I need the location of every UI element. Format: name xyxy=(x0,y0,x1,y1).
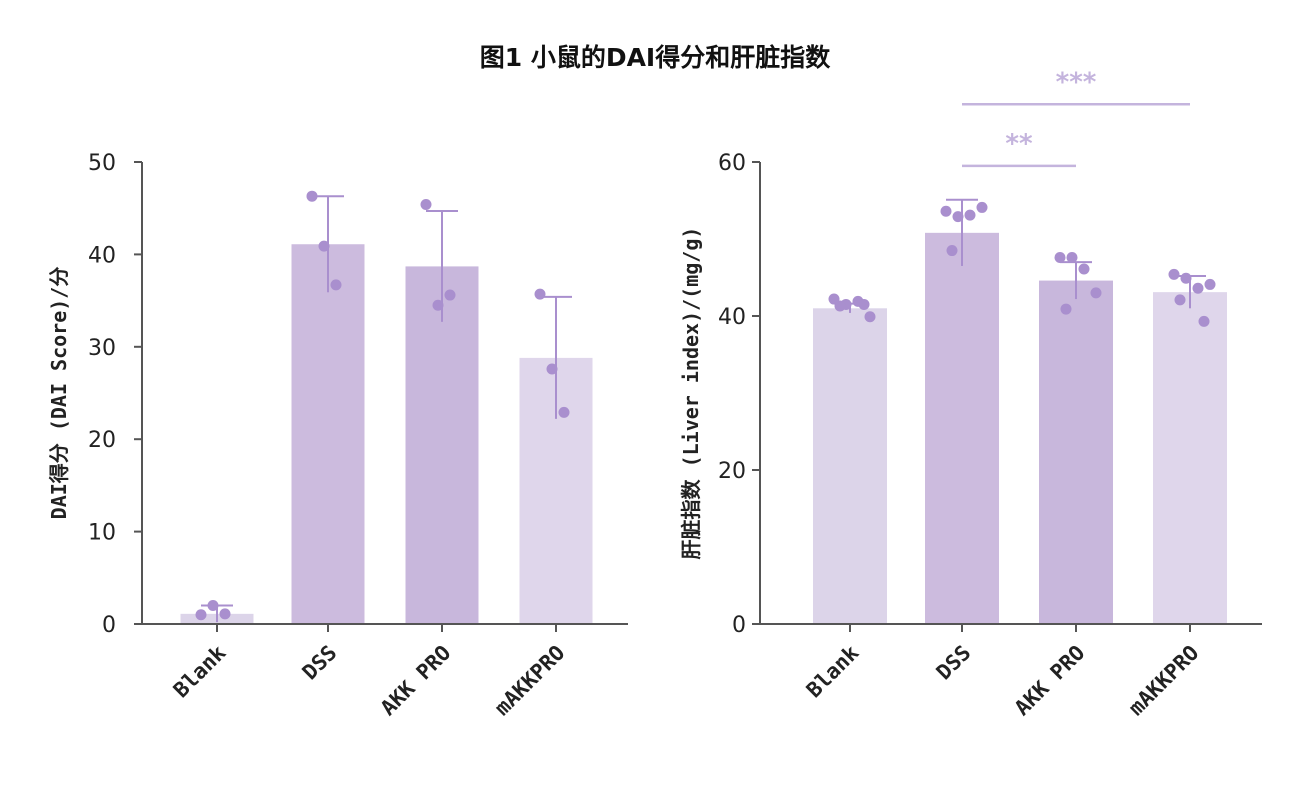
data-point xyxy=(207,600,219,612)
y-tick-label: 60 xyxy=(718,151,746,176)
y-tick-label: 0 xyxy=(102,613,116,638)
data-point xyxy=(546,363,558,375)
bar-akk-pro xyxy=(405,266,479,624)
significance-label: ** xyxy=(1005,129,1033,159)
data-point xyxy=(864,311,876,323)
bar-dss xyxy=(291,244,365,624)
data-point xyxy=(444,289,456,301)
x-tick-label: AKK PRO xyxy=(376,641,456,721)
data-point xyxy=(976,201,988,213)
data-point xyxy=(318,240,330,252)
y-tick-label: 20 xyxy=(718,459,746,484)
y-tick-label: 50 xyxy=(88,151,116,176)
x-tick-label: Blank xyxy=(802,640,864,702)
data-point xyxy=(330,279,342,291)
data-point xyxy=(946,245,958,257)
data-point xyxy=(964,209,976,221)
y-tick-label: 40 xyxy=(718,305,746,330)
bar-blank xyxy=(813,308,887,624)
data-point xyxy=(1054,251,1066,263)
data-point xyxy=(558,406,570,418)
data-point xyxy=(952,211,964,223)
data-point xyxy=(306,190,318,202)
data-point xyxy=(1204,278,1216,290)
figure-title: 图1 小鼠的DAI得分和肝脏指数 xyxy=(480,43,832,72)
data-point xyxy=(940,205,952,217)
bar-makkpro xyxy=(1153,292,1227,624)
x-tick-label: Blank xyxy=(169,640,231,702)
y-tick-label: 0 xyxy=(732,613,746,638)
data-point xyxy=(1060,303,1072,315)
data-point xyxy=(219,608,231,620)
x-tick-label: AKK PRO xyxy=(1010,641,1090,721)
y-tick-label: 30 xyxy=(88,336,116,361)
bar-dss xyxy=(925,232,999,624)
data-point xyxy=(1168,268,1180,280)
bar-akk-pro xyxy=(1039,280,1113,624)
data-point xyxy=(432,299,444,311)
data-point xyxy=(858,298,870,310)
dai-score-chart: DAI得分 (DAI Score)/分 0 10 20 30 40 50 Blank DSS A… xyxy=(47,151,628,720)
significance-label: *** xyxy=(1056,67,1097,97)
data-point xyxy=(1192,282,1204,294)
x-tick-label: mAKKPRO xyxy=(490,641,570,721)
y-axis-title: DAI得分 (DAI Score)/分 xyxy=(47,267,71,520)
y-tick-label: 20 xyxy=(88,428,116,453)
y-tick-label: 40 xyxy=(88,243,116,268)
y-axis-title: 肝脏指数 (Liver index)/(mg/g) xyxy=(679,227,703,560)
data-point xyxy=(1078,263,1090,275)
data-point xyxy=(1198,315,1210,327)
x-tick-label: DSS xyxy=(298,641,342,685)
data-point xyxy=(1090,287,1102,299)
y-tick-label: 10 xyxy=(88,521,116,546)
data-point xyxy=(1180,272,1192,284)
data-point xyxy=(1066,251,1078,263)
liver-index-chart: 肝脏指数 (Liver index)/(mg/g) 0 20 40 60 Blank DS… xyxy=(679,67,1262,720)
data-point xyxy=(195,609,207,621)
x-tick-label: mAKKPRO xyxy=(1124,641,1204,721)
data-point xyxy=(420,199,432,211)
data-point xyxy=(534,288,546,300)
data-point xyxy=(834,300,846,312)
x-tick-label: DSS xyxy=(932,641,976,685)
data-point xyxy=(1174,294,1186,306)
